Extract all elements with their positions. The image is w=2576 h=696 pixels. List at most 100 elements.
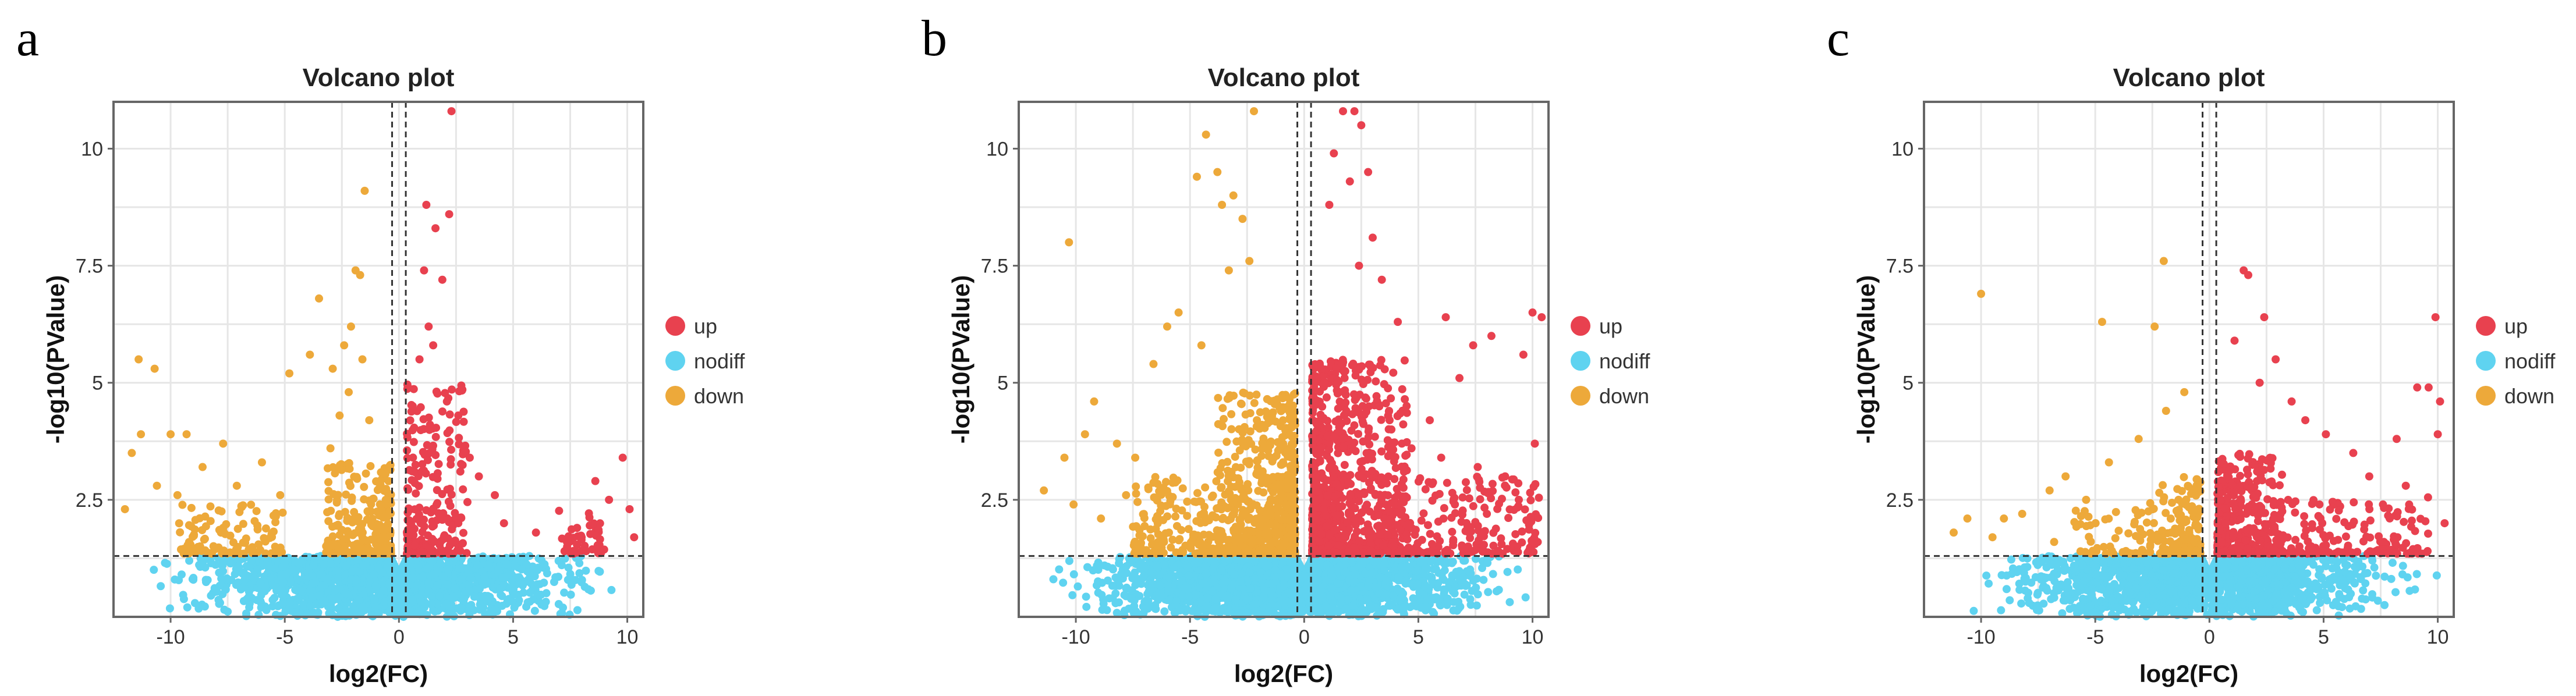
point-nodiff <box>1099 599 1108 608</box>
point-nodiff <box>1364 582 1373 591</box>
point-nodiff <box>1280 581 1288 590</box>
y-tick-label: 7.5 <box>76 255 103 278</box>
point-nodiff <box>188 575 197 584</box>
point-down <box>315 294 324 303</box>
point-nodiff <box>1142 596 1150 605</box>
point-nodiff <box>431 607 440 616</box>
point-nodiff <box>350 606 359 615</box>
point-nodiff <box>1160 607 1169 616</box>
point-nodiff <box>253 565 262 574</box>
point-nodiff <box>250 574 258 583</box>
point-nodiff <box>1108 581 1117 590</box>
point-down <box>219 439 228 448</box>
point-up <box>445 210 453 219</box>
point-nodiff <box>551 573 560 581</box>
point-nodiff <box>1327 584 1336 593</box>
point-nodiff <box>1306 606 1314 615</box>
point-nodiff <box>519 588 528 597</box>
point-nodiff <box>1514 565 1522 574</box>
point-up <box>465 453 474 462</box>
point-nodiff <box>379 586 388 595</box>
point-nodiff <box>430 570 438 579</box>
point-nodiff <box>1397 563 1406 571</box>
point-nodiff <box>282 570 290 579</box>
point-nodiff <box>370 570 378 579</box>
point-down <box>247 500 256 509</box>
point-nodiff <box>1111 573 1120 582</box>
point-nodiff <box>1382 590 1391 599</box>
point-nodiff <box>306 602 315 610</box>
point-nodiff <box>417 597 426 606</box>
point-nodiff <box>433 581 442 590</box>
point-nodiff <box>467 574 476 583</box>
point-nodiff <box>1068 591 1077 599</box>
point-nodiff <box>491 606 500 615</box>
point-nodiff <box>1461 581 1470 590</box>
point-down <box>257 458 266 467</box>
point-nodiff <box>1421 581 1430 590</box>
point-down <box>381 495 390 504</box>
point-down <box>345 388 353 396</box>
point-nodiff <box>162 559 171 568</box>
x-tick-label: -10 <box>156 626 185 648</box>
legend-label-nodiff: nodiff <box>694 349 745 373</box>
point-up <box>415 355 424 364</box>
point-nodiff <box>235 563 243 571</box>
point-nodiff <box>1211 595 1220 603</box>
point-down <box>137 430 146 439</box>
point-nodiff <box>1169 563 1178 572</box>
point-nodiff <box>1172 597 1181 606</box>
point-nodiff <box>215 598 224 607</box>
point-nodiff <box>473 560 481 569</box>
point-up <box>532 528 540 537</box>
point-nodiff <box>334 605 343 613</box>
point-up <box>454 411 463 420</box>
point-nodiff <box>1372 583 1380 592</box>
point-up <box>555 506 564 515</box>
point-down <box>185 538 193 546</box>
point-nodiff <box>457 575 466 584</box>
point-nodiff <box>185 556 194 565</box>
point-nodiff <box>150 566 158 574</box>
point-nodiff <box>302 552 310 561</box>
point-nodiff <box>1305 560 1314 569</box>
point-nodiff <box>1185 571 1193 580</box>
point-up <box>446 502 455 510</box>
point-up <box>410 541 419 549</box>
point-nodiff <box>348 567 356 576</box>
point-nodiff <box>1435 595 1444 604</box>
point-down <box>127 449 136 457</box>
point-up <box>560 547 569 556</box>
point-up <box>447 460 455 469</box>
point-nodiff <box>475 584 484 593</box>
point-down <box>328 532 337 541</box>
point-up <box>447 490 456 499</box>
point-nodiff <box>1190 559 1199 568</box>
point-down <box>367 535 375 544</box>
point-nodiff <box>1288 578 1296 587</box>
point-down <box>267 530 276 538</box>
point-nodiff <box>1165 573 1174 581</box>
point-up <box>410 479 419 488</box>
point-nodiff <box>1317 586 1326 595</box>
point-up <box>431 224 440 233</box>
point-nodiff <box>1231 595 1240 604</box>
point-nodiff <box>291 585 300 594</box>
point-nodiff <box>540 599 548 608</box>
point-nodiff <box>200 602 209 611</box>
point-down <box>153 481 161 490</box>
point-down <box>386 460 395 469</box>
point-down <box>332 521 341 530</box>
point-nodiff <box>1494 585 1503 594</box>
point-nodiff <box>226 559 235 568</box>
point-nodiff <box>1184 562 1192 571</box>
point-down <box>368 522 377 531</box>
point-nodiff <box>1259 592 1268 601</box>
point-nodiff <box>1416 558 1425 567</box>
point-down <box>324 464 332 473</box>
point-nodiff <box>456 603 465 612</box>
point-nodiff <box>511 562 519 570</box>
point-nodiff <box>242 595 251 603</box>
point-nodiff <box>1218 566 1227 575</box>
